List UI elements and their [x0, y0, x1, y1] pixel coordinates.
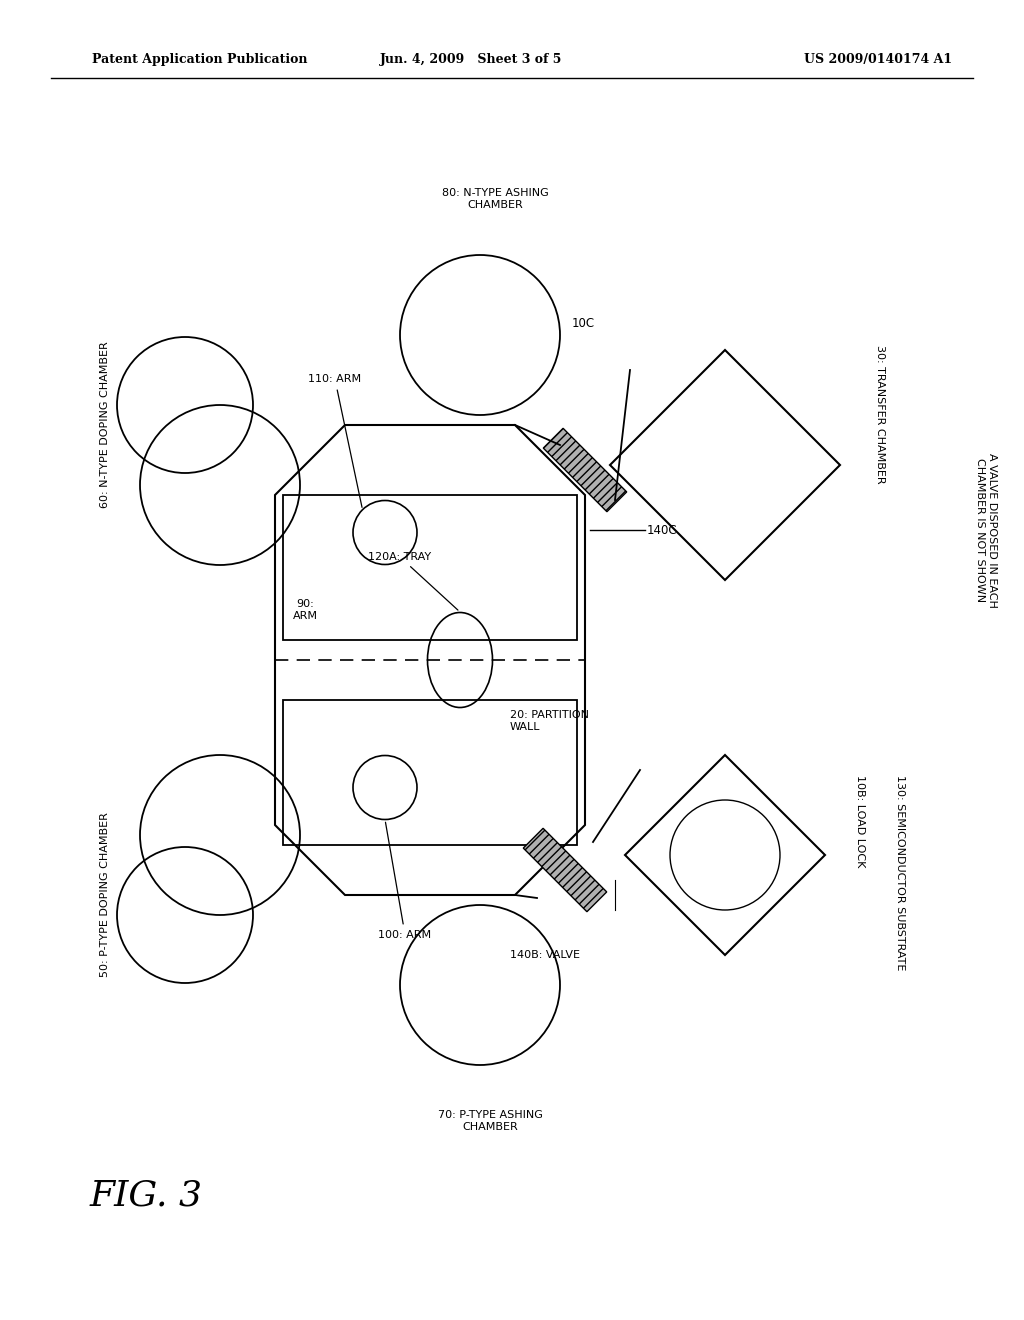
Text: 10B: LOAD LOCK: 10B: LOAD LOCK — [855, 775, 865, 867]
Text: 80: N-TYPE ASHING
CHAMBER: 80: N-TYPE ASHING CHAMBER — [441, 189, 549, 210]
Text: 140C: 140C — [647, 524, 678, 536]
Text: 10C: 10C — [571, 317, 595, 330]
Text: 120A: TRAY: 120A: TRAY — [369, 552, 458, 610]
Text: 100: ARM: 100: ARM — [379, 822, 431, 940]
Text: Jun. 4, 2009   Sheet 3 of 5: Jun. 4, 2009 Sheet 3 of 5 — [380, 54, 562, 66]
Text: 70: P-TYPE ASHING
CHAMBER: 70: P-TYPE ASHING CHAMBER — [437, 1110, 543, 1131]
Text: US 2009/0140174 A1: US 2009/0140174 A1 — [804, 54, 952, 66]
Polygon shape — [523, 828, 606, 912]
Text: Patent Application Publication: Patent Application Publication — [92, 54, 307, 66]
Text: 110: ARM: 110: ARM — [308, 375, 362, 507]
Text: 50: P-TYPE DOPING CHAMBER: 50: P-TYPE DOPING CHAMBER — [100, 813, 110, 977]
Bar — [283, 495, 577, 640]
Text: 20: PARTITION
WALL: 20: PARTITION WALL — [510, 710, 589, 731]
Text: 90:
ARM: 90: ARM — [293, 599, 317, 620]
Text: 60: N-TYPE DOPING CHAMBER: 60: N-TYPE DOPING CHAMBER — [100, 342, 110, 508]
Polygon shape — [544, 428, 627, 512]
Text: 130: SEMICONDUCTOR SUBSTRATE: 130: SEMICONDUCTOR SUBSTRATE — [895, 775, 905, 970]
Text: A VALVE DISPOSED IN EACH
CHAMBER IS NOT SHOWN: A VALVE DISPOSED IN EACH CHAMBER IS NOT … — [975, 453, 997, 607]
Bar — [283, 700, 577, 845]
Text: 30: TRANSFER CHAMBER: 30: TRANSFER CHAMBER — [874, 345, 885, 483]
Text: 140B: VALVE: 140B: VALVE — [510, 950, 580, 960]
Text: FIG. 3: FIG. 3 — [90, 1177, 203, 1212]
